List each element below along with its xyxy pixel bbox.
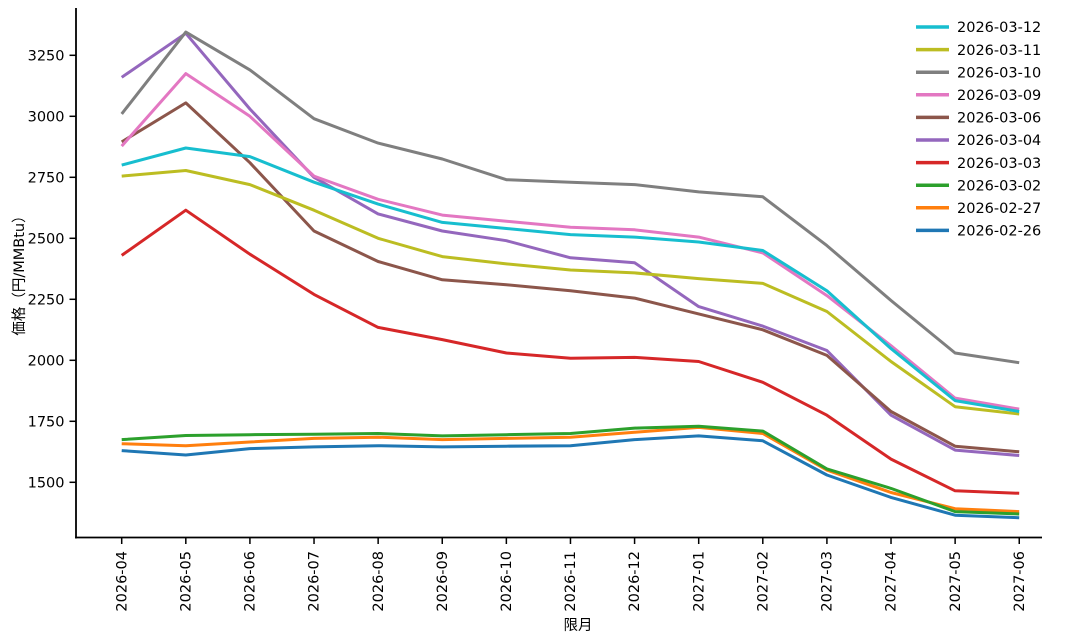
legend-label: 2026-03-10 bbox=[957, 65, 1041, 81]
x-tick-label: 2027-02 bbox=[755, 551, 771, 612]
x-tick-label: 2027-03 bbox=[820, 551, 836, 612]
legend-label: 2026-03-12 bbox=[957, 20, 1041, 36]
series-line-2026-03-10 bbox=[120, 30, 1020, 365]
y-tick-label: 3250 bbox=[28, 48, 65, 64]
y-tick-label: 2750 bbox=[28, 170, 65, 186]
x-tick-label: 2027-04 bbox=[884, 551, 900, 612]
x-axis-title: 限月 bbox=[563, 618, 593, 634]
x-tick-label: 2026-09 bbox=[435, 551, 451, 612]
y-tick-label: 2500 bbox=[28, 231, 65, 247]
series-line-2026-03-12 bbox=[121, 146, 1020, 413]
y-tick-label: 1750 bbox=[28, 414, 65, 430]
x-tick-label: 2026-07 bbox=[307, 551, 323, 612]
legend-label: 2026-03-11 bbox=[957, 43, 1041, 59]
series-line-2026-03-06 bbox=[120, 101, 1020, 454]
x-tick-label: 2026-10 bbox=[499, 551, 515, 612]
legend-label: 2026-02-27 bbox=[957, 201, 1041, 217]
legend-label: 2026-03-02 bbox=[957, 178, 1041, 194]
x-tick-label: 2026-12 bbox=[627, 551, 643, 612]
series-line-2026-03-03 bbox=[120, 208, 1020, 495]
x-tick-label: 2027-05 bbox=[948, 551, 964, 612]
x-tick-label: 2027-01 bbox=[691, 551, 707, 612]
x-tick-label: 2026-05 bbox=[178, 551, 194, 612]
series-line-2026-03-02 bbox=[121, 424, 1020, 516]
series-line-2026-02-27 bbox=[121, 425, 1020, 514]
x-tick-label: 2026-11 bbox=[563, 551, 579, 612]
y-tick-label: 3000 bbox=[28, 109, 65, 125]
series-line-2026-02-26 bbox=[121, 434, 1020, 520]
x-tick-label: 2026-08 bbox=[371, 551, 387, 612]
x-tick-label: 2026-04 bbox=[114, 551, 130, 612]
series-line-2026-03-11 bbox=[121, 169, 1020, 416]
legend-label: 2026-03-04 bbox=[957, 133, 1041, 149]
series-line-2026-03-04 bbox=[120, 31, 1020, 457]
y-tick-label: 2250 bbox=[28, 292, 65, 308]
legend-label: 2026-03-03 bbox=[957, 156, 1041, 172]
x-tick-label: 2026-06 bbox=[243, 551, 259, 612]
legend-label: 2026-03-06 bbox=[957, 111, 1041, 127]
legend-label: 2026-02-26 bbox=[957, 224, 1041, 240]
x-tick-label: 2027-06 bbox=[1012, 551, 1028, 612]
y-axis-title: 価格（円/MMBtu） bbox=[12, 208, 28, 336]
legend-label: 2026-03-09 bbox=[957, 88, 1041, 104]
y-tick-label: 1500 bbox=[28, 475, 65, 491]
y-tick-label: 2000 bbox=[28, 353, 65, 369]
